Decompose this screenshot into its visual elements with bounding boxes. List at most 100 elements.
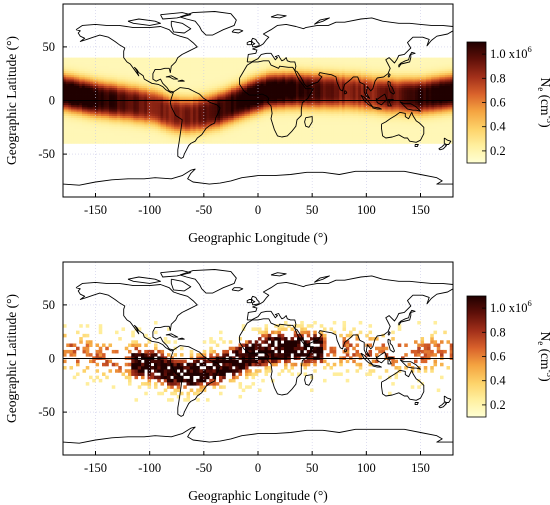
heat-cell [195,132,199,136]
heat-cell [92,132,96,136]
heat-cell [328,100,332,104]
heat-cell [144,111,148,114]
heat-cell [301,91,305,95]
heat-cell [331,119,335,123]
heat-cell [398,124,402,127]
heat-cell [157,132,161,136]
heat-cell [84,76,88,80]
heat-cell [209,74,213,78]
heat-cell [171,83,175,86]
heat-cell [271,102,275,106]
heat-cell [274,85,278,89]
heat-cell [385,61,389,65]
heat-cell [222,87,226,91]
heat-cell [331,64,335,67]
heat-cell [68,70,72,74]
heat-cell [233,119,237,123]
heat-cell [331,106,335,110]
heat-cell [306,70,310,74]
heat-cell [317,136,321,140]
heat-cell [304,115,308,119]
heat-cell [209,113,213,116]
heat-cell [184,128,188,131]
heat-cell [98,128,102,131]
heat-cell [76,64,80,67]
heat-cell [165,119,170,123]
heat-cell [396,117,400,121]
heat-cell [360,141,365,144]
heat-cell [333,128,337,131]
heat-cell [301,94,305,97]
heat-cell [184,121,188,125]
heat-cell [168,68,172,71]
heat-cell [160,115,164,119]
heat-cell [350,102,354,106]
heat-cell [336,96,340,99]
heat-cell [358,130,362,134]
heat-cell [95,74,99,78]
heat-cell [168,111,172,114]
heat-cell [363,94,367,97]
heat-cell [282,128,286,131]
heat-cell [198,70,202,74]
heat-cell [190,134,194,138]
heat-cell [84,83,88,86]
heat-cell [374,136,378,140]
heat-cell [71,87,75,91]
heat-cell [152,113,156,116]
heat-cell [141,106,145,110]
heat-cell [341,111,346,114]
heat-cell [301,113,305,116]
heat-cell [149,68,153,71]
heat-cell [144,94,148,97]
heat-cell [193,81,197,84]
heat-cell [344,68,348,71]
heat-cell [130,139,134,142]
heat-cell [73,91,77,95]
heat-cell [233,141,237,144]
heat-cell [263,132,267,136]
heat-cell [98,96,102,99]
heat-cell [363,132,367,136]
heat-cell [114,76,118,80]
heat-cell [136,83,140,86]
heat-cell [306,72,310,76]
heat-cell [119,104,123,108]
heat-cell [239,119,243,123]
heat-cell [339,106,343,110]
heat-cell [206,76,210,80]
heat-cell [268,130,272,134]
heat-cell [103,121,107,125]
heat-cell [182,115,186,119]
heat-cell [393,85,397,89]
heat-cell [301,139,305,142]
heat-cell [295,91,300,95]
heat-cell [217,111,221,114]
heat-cell [379,119,383,123]
heat-cell [312,72,316,76]
heat-cell [65,81,69,84]
heat-cell [187,124,191,127]
heat-cell [358,68,362,71]
heat-cell [358,64,362,67]
heat-cell [285,115,289,119]
heat-cell [119,126,123,129]
heat-cell [385,72,389,76]
heat-cell [350,119,354,123]
heat-cell [63,83,67,86]
heat-cell [306,109,310,112]
heat-cell [388,111,392,114]
heat-cell [144,98,148,101]
heat-cell [271,72,275,76]
heat-cell [157,66,161,69]
heat-cell [106,79,110,82]
heat-cell [336,139,340,142]
heat-cell [249,81,253,84]
heat-cell [179,136,183,140]
heat-cell [79,113,83,116]
heat-cell [247,139,251,142]
heat-cell [339,66,343,69]
heat-cell [125,72,129,76]
heat-cell [195,76,199,80]
heat-cell [266,102,270,106]
